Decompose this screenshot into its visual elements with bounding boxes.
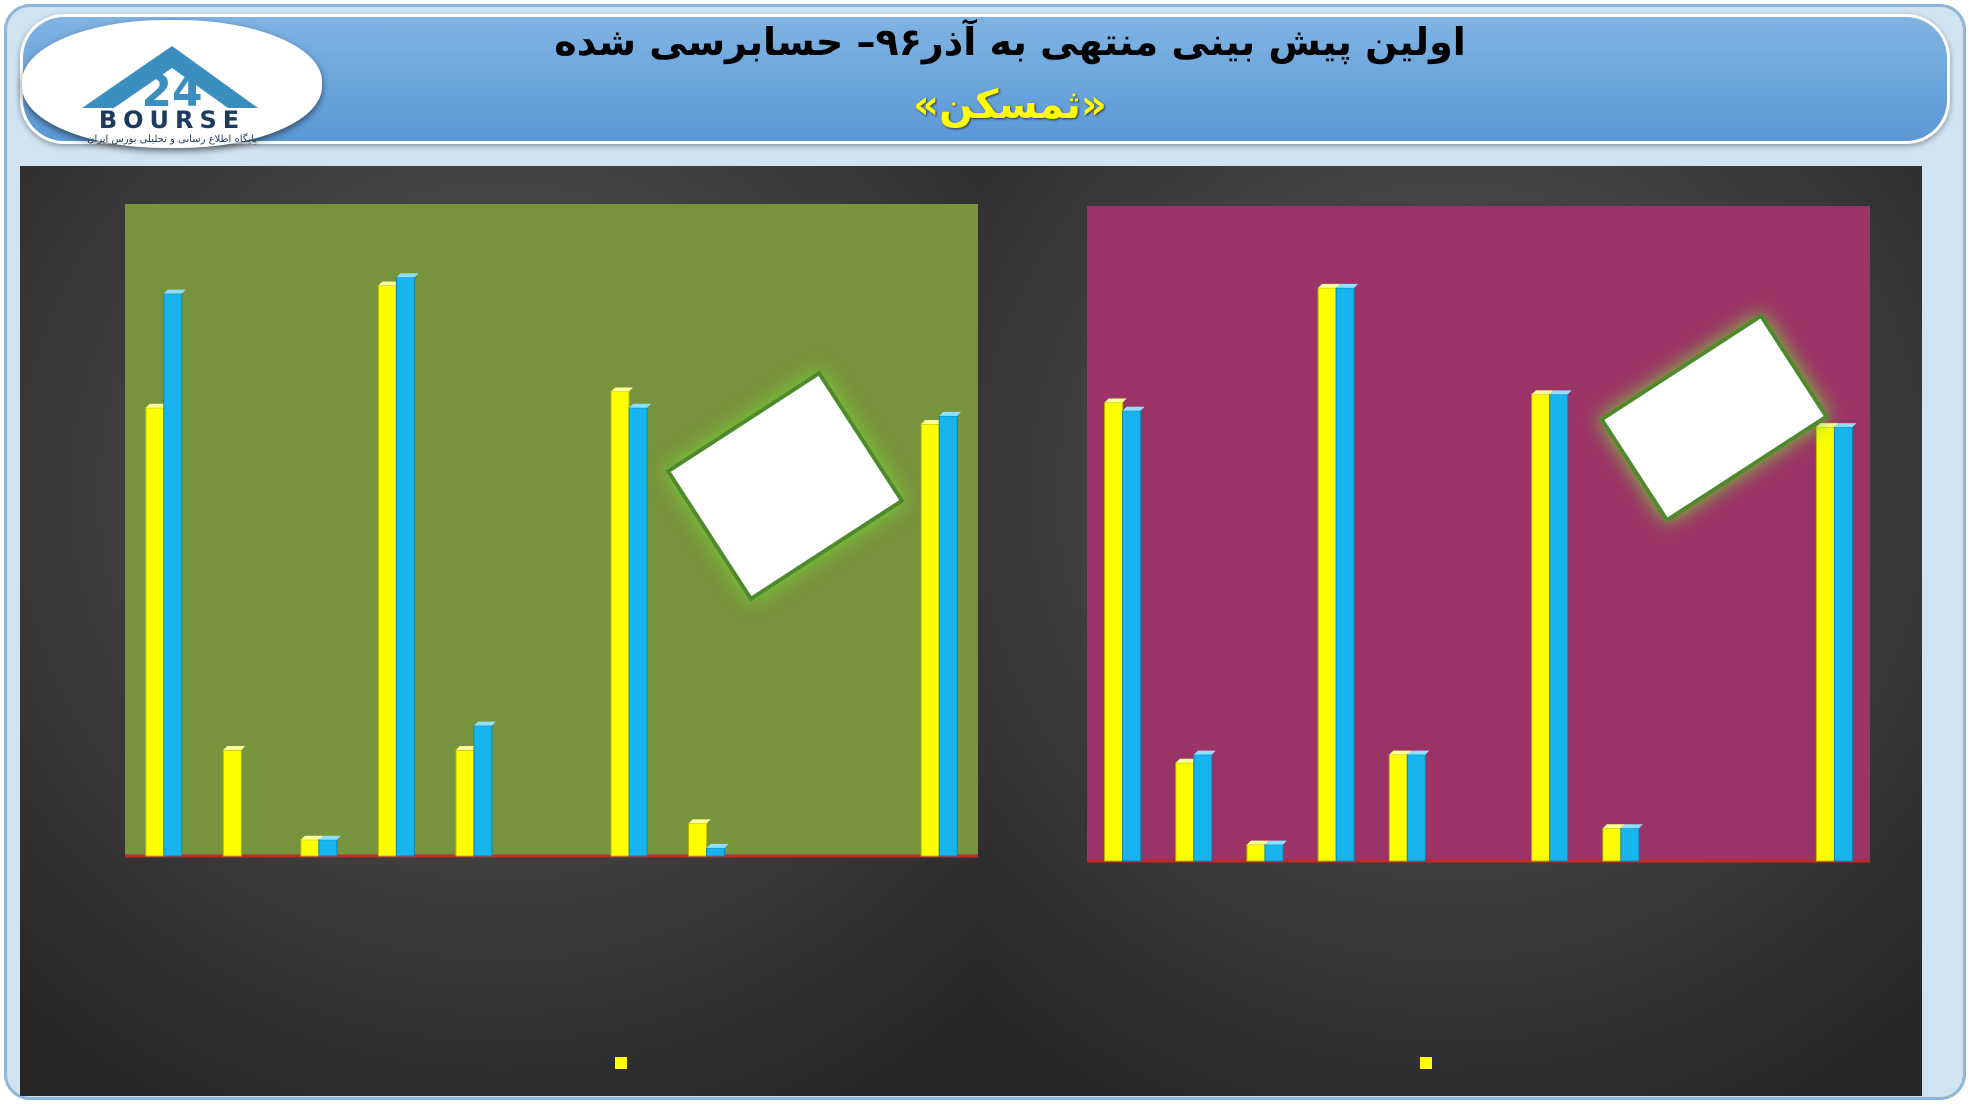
bar-top bbox=[378, 281, 401, 286]
logo-roof-inner bbox=[114, 68, 228, 108]
bar-yellow bbox=[1246, 844, 1266, 862]
bar-top bbox=[1246, 840, 1269, 845]
bar-top bbox=[1389, 750, 1412, 755]
bar-blue bbox=[706, 847, 726, 857]
bar-top bbox=[1407, 750, 1430, 755]
bar-blue bbox=[1264, 844, 1284, 862]
bar-yellow bbox=[920, 423, 940, 857]
bar-top bbox=[688, 819, 711, 824]
adjustment-badge bbox=[1598, 313, 1830, 523]
bar-yellow bbox=[377, 285, 397, 857]
bar-yellow bbox=[1104, 402, 1124, 862]
bar-top bbox=[1336, 283, 1359, 288]
bar-top bbox=[1816, 423, 1839, 428]
bar-blue bbox=[1122, 410, 1142, 862]
bar-yellow bbox=[1602, 827, 1622, 862]
bar-blue bbox=[395, 276, 415, 857]
bourse24-logo: 24 BOURSE پایگاه اطلاع رسانی و تحلیلی بو… bbox=[22, 20, 322, 148]
bar-top bbox=[473, 721, 496, 726]
badge-box bbox=[1598, 313, 1830, 523]
bar-blue bbox=[938, 415, 958, 857]
page-title: اولین پیش بینی منتهی به آذر۹۶– حسابرسی ش… bbox=[554, 20, 1466, 64]
legend-swatch bbox=[1420, 1057, 1432, 1069]
bar-yellow bbox=[1388, 754, 1408, 862]
bar-top bbox=[1175, 758, 1198, 763]
chart-right-previous-budget bbox=[980, 166, 1922, 1096]
chart-left-latest-budget bbox=[20, 166, 980, 1096]
bar-yellow bbox=[1531, 393, 1551, 862]
bar-top bbox=[1193, 750, 1216, 755]
legend-swatch bbox=[615, 1057, 627, 1069]
bar-top bbox=[318, 835, 341, 840]
header-banner bbox=[20, 14, 1950, 144]
bar-blue bbox=[163, 293, 183, 857]
bar-top bbox=[223, 746, 246, 751]
charts-area bbox=[20, 166, 1922, 1096]
plot-area bbox=[1087, 206, 1870, 861]
bar-blue bbox=[473, 725, 493, 857]
logo-number: 24 bbox=[141, 66, 202, 117]
logo-wordmark: BOURSE bbox=[99, 106, 245, 134]
bar-top bbox=[1122, 406, 1145, 411]
bar-top bbox=[1531, 390, 1554, 395]
bar-yellow bbox=[145, 407, 165, 857]
bar-blue bbox=[318, 839, 338, 857]
bar-top bbox=[921, 420, 944, 425]
bar-blue bbox=[1193, 754, 1213, 862]
bar-top bbox=[1318, 283, 1341, 288]
bar-top bbox=[145, 403, 168, 408]
bar-top bbox=[1602, 824, 1625, 829]
bar-yellow bbox=[455, 749, 475, 857]
bar-top bbox=[706, 843, 729, 848]
bar-blue bbox=[1833, 426, 1853, 862]
bar-top bbox=[396, 273, 419, 278]
bar-top bbox=[1264, 840, 1287, 845]
bar-top bbox=[163, 289, 186, 294]
bar-blue bbox=[1620, 827, 1640, 862]
bar-blue bbox=[628, 407, 648, 857]
bar-blue bbox=[1549, 393, 1569, 862]
bar-top bbox=[1620, 824, 1643, 829]
logo-graphic: 24 BOURSE پایگاه اطلاع رسانی و تحلیلی بو… bbox=[82, 46, 258, 145]
bar-top bbox=[939, 411, 962, 416]
bar-top bbox=[300, 835, 323, 840]
bar-yellow bbox=[1175, 762, 1195, 862]
bar-top bbox=[629, 403, 652, 408]
bar-top bbox=[1834, 423, 1857, 428]
adjustment-badge bbox=[665, 370, 905, 602]
bar-top bbox=[1104, 398, 1127, 403]
bar-yellow bbox=[610, 390, 630, 857]
bar-top bbox=[1549, 390, 1572, 395]
bar-blue bbox=[1406, 754, 1426, 862]
bar-yellow bbox=[300, 839, 320, 857]
bar-top bbox=[455, 746, 478, 751]
bar-top bbox=[611, 387, 634, 392]
bar-yellow bbox=[1815, 426, 1835, 862]
badge-box bbox=[665, 370, 905, 602]
bar-yellow bbox=[688, 822, 708, 857]
bar-blue bbox=[1335, 287, 1355, 862]
bar-yellow bbox=[1317, 287, 1337, 862]
bar-yellow bbox=[222, 749, 242, 857]
logo-tagline: پایگاه اطلاع رسانی و تحلیلی بورس ایران bbox=[87, 133, 257, 145]
company-name: «ثمسکن» bbox=[913, 82, 1107, 128]
